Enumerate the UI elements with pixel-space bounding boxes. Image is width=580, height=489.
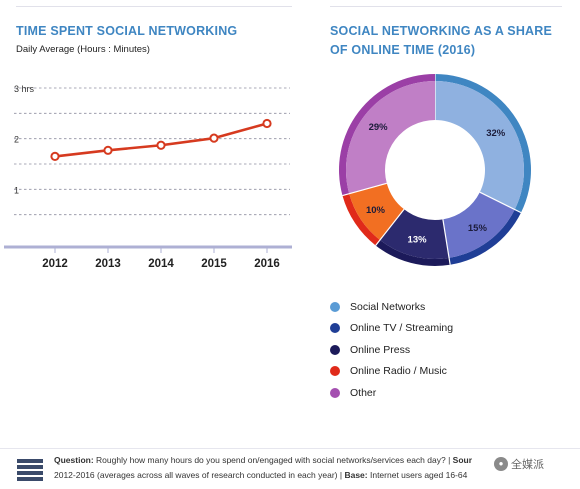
donut-ring-3 xyxy=(342,193,380,246)
y-tick-label: 3 hrs xyxy=(14,84,35,94)
footer: Question: Roughly how many hours do you … xyxy=(0,448,580,489)
line-chart-series xyxy=(50,118,272,161)
donut-chart: 32% 15% 13% 10% 29% xyxy=(339,74,531,266)
legend-label: Online Radio / Music xyxy=(350,365,447,378)
donut-slice xyxy=(442,192,515,258)
line-chart: 3 hrs 2 1 2012 2013 2014 2015 2016 xyxy=(4,84,292,270)
top-rule-right xyxy=(330,6,562,7)
x-tick-label: 2016 xyxy=(254,258,280,270)
data-point xyxy=(156,140,166,150)
legend-item-social-networks: Social Networks xyxy=(330,296,453,318)
slice-divider xyxy=(479,191,522,214)
watermark: ● 全媒派 xyxy=(494,456,544,472)
top-rule-left xyxy=(16,6,292,7)
donut-chart-title-line1: SOCIAL NETWORKING AS A SHARE xyxy=(330,24,553,38)
watermark-text: 全媒派 xyxy=(511,459,544,471)
slice-label: 29% xyxy=(369,122,389,133)
slice-divider xyxy=(375,208,405,246)
slice-label: 13% xyxy=(408,235,428,246)
donut-legend: Social Networks Online TV / Streaming On… xyxy=(330,296,453,404)
y-tick-label: 1 xyxy=(14,185,19,195)
data-point xyxy=(262,118,272,129)
y-tick-label: 2 xyxy=(14,135,19,145)
source-label: Sour xyxy=(452,455,473,465)
donut-ring-0 xyxy=(435,74,531,213)
donut-ring-2 xyxy=(375,239,451,266)
footer-line-2: 2012-2016 (averages across all waves of … xyxy=(54,470,468,480)
donut-slice xyxy=(346,81,435,194)
line-chart-grid xyxy=(14,87,290,216)
data-point xyxy=(50,151,60,161)
slice-label: 10% xyxy=(366,205,386,216)
legend-item-other: Other xyxy=(330,382,453,404)
wechat-logo-icon: ● xyxy=(494,457,508,471)
legend-item-online-radio: Online Radio / Music xyxy=(330,361,453,383)
legend-label: Online TV / Streaming xyxy=(350,322,454,335)
series-line xyxy=(54,122,268,158)
question-label: Question: xyxy=(54,455,94,465)
x-tick-label: 2013 xyxy=(95,258,121,270)
donut-slice xyxy=(435,81,524,210)
x-tick-label: 2012 xyxy=(42,258,68,270)
legend-label: Online Press xyxy=(350,343,411,356)
legend-label: Social Networks xyxy=(350,300,426,313)
footer-line2-prefix: 2012-2016 (averages across all waves of … xyxy=(54,470,338,480)
legend-item-online-press: Online Press xyxy=(330,339,453,361)
line-chart-y-axis: 3 hrs 2 1 xyxy=(14,84,35,195)
legend-dot-icon xyxy=(330,301,340,312)
slice-label: 32% xyxy=(486,128,506,139)
legend-label: Other xyxy=(350,386,377,399)
base-label: Base: xyxy=(344,470,368,480)
x-tick-label: 2014 xyxy=(148,258,174,270)
donut-slices: 32% 15% 13% 10% 29% xyxy=(339,74,531,266)
question-text: Roughly how many hours do you spend on/e… xyxy=(96,455,446,465)
data-point xyxy=(209,133,219,143)
footer-text: Question: Roughly how many hours do you … xyxy=(54,453,494,483)
legend-item-online-tv: Online TV / Streaming xyxy=(330,318,453,340)
line-chart-subtitle: Daily Average (Hours : Minutes) xyxy=(16,44,150,55)
base-text: Internet users aged 16-64 xyxy=(369,470,468,480)
footer-line-1: Question: Roughly how many hours do you … xyxy=(54,455,473,465)
slice-label: 15% xyxy=(468,223,488,234)
donut-slice xyxy=(379,209,450,259)
document-stack-icon xyxy=(17,459,43,483)
x-tick-label: 2015 xyxy=(201,258,227,270)
legend-dot-icon xyxy=(330,344,340,355)
data-point xyxy=(103,145,113,155)
line-chart-title: TIME SPENT SOCIAL NETWORKING xyxy=(16,24,238,38)
line-chart-x-axis: 2012 2013 2014 2015 2016 xyxy=(4,245,292,270)
legend-dot-icon xyxy=(330,366,340,377)
donut-ring-1 xyxy=(449,209,522,265)
legend-dot-icon xyxy=(330,387,340,398)
donut-chart-title-line2: OF ONLINE TIME (2016) xyxy=(330,43,476,57)
legend-dot-icon xyxy=(330,323,340,334)
slice-divider xyxy=(342,182,387,197)
slice-divider xyxy=(442,219,451,265)
